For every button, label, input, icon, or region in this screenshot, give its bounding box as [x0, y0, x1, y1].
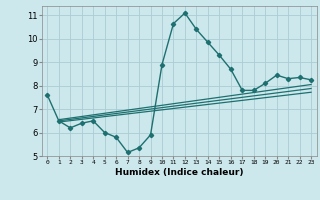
- X-axis label: Humidex (Indice chaleur): Humidex (Indice chaleur): [115, 168, 244, 177]
